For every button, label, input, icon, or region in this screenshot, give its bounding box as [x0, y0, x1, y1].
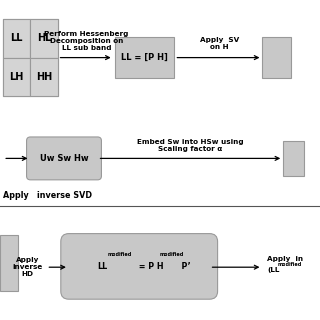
Text: LL: LL — [97, 262, 107, 271]
FancyBboxPatch shape — [262, 37, 291, 78]
Text: HH: HH — [36, 72, 52, 82]
FancyBboxPatch shape — [3, 19, 58, 96]
FancyBboxPatch shape — [30, 58, 58, 96]
Text: LL: LL — [11, 33, 23, 44]
Text: LH: LH — [10, 72, 24, 82]
Text: = P H: = P H — [136, 262, 164, 271]
FancyBboxPatch shape — [115, 37, 174, 78]
Text: (LL: (LL — [267, 268, 280, 273]
Text: Apply  in: Apply in — [267, 256, 303, 262]
Text: Apply
inverse
HD: Apply inverse HD — [12, 257, 42, 277]
Text: Uw Sw Hw: Uw Sw Hw — [40, 154, 88, 163]
Text: P’: P’ — [176, 262, 191, 271]
FancyBboxPatch shape — [0, 235, 18, 291]
Text: Apply   inverse SVD: Apply inverse SVD — [3, 191, 92, 200]
Text: Perform Hessenberg
Decomposition on
LL sub band: Perform Hessenberg Decomposition on LL s… — [44, 31, 129, 51]
Text: modified: modified — [160, 252, 184, 257]
FancyBboxPatch shape — [3, 58, 30, 96]
FancyBboxPatch shape — [3, 19, 30, 58]
FancyBboxPatch shape — [61, 234, 218, 299]
Text: modified: modified — [107, 252, 132, 257]
FancyBboxPatch shape — [30, 19, 58, 58]
Text: LL = [P H]: LL = [P H] — [121, 53, 168, 62]
FancyBboxPatch shape — [27, 137, 101, 180]
Text: Embed Sw into HSw using
Scaling factor α: Embed Sw into HSw using Scaling factor α — [137, 139, 244, 152]
FancyBboxPatch shape — [283, 141, 304, 176]
Text: modified: modified — [278, 262, 302, 267]
Text: Apply  SV
on H: Apply SV on H — [200, 36, 239, 50]
Text: HL: HL — [37, 33, 51, 44]
